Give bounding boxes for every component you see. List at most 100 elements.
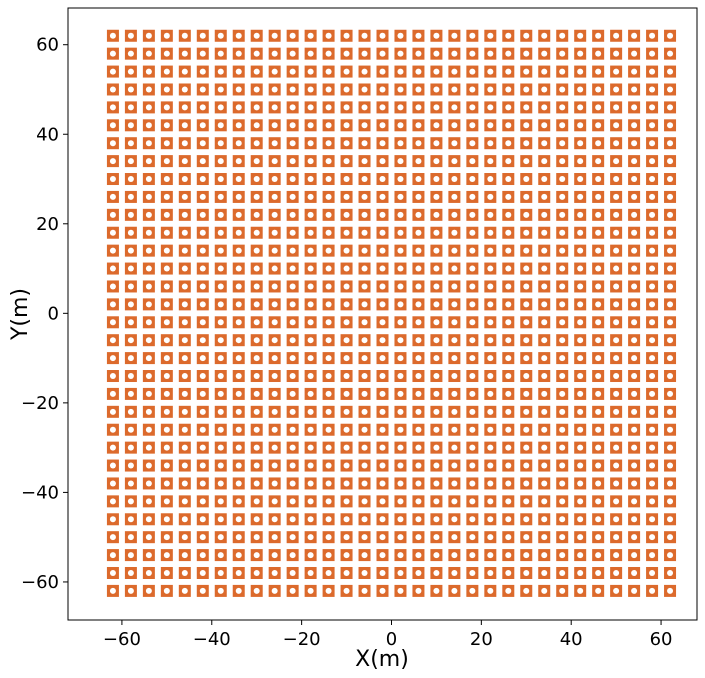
marker-center	[433, 104, 440, 111]
marker-center	[289, 247, 296, 254]
marker-center	[127, 32, 134, 39]
marker-center	[523, 516, 530, 523]
marker-center	[559, 552, 566, 559]
marker-center	[163, 373, 170, 380]
marker-center	[487, 122, 494, 129]
marker-center	[415, 86, 422, 93]
marker-center	[559, 229, 566, 236]
marker-center	[469, 408, 476, 415]
marker-center	[235, 247, 242, 254]
marker-center	[199, 193, 206, 200]
marker-center	[379, 408, 386, 415]
y-tick-label: −60	[21, 572, 59, 593]
marker-center	[631, 498, 638, 505]
marker-center	[649, 86, 656, 93]
marker-center	[433, 158, 440, 165]
marker-center	[433, 587, 440, 594]
marker-center	[307, 86, 314, 93]
marker-center	[145, 337, 152, 344]
marker-center	[397, 229, 404, 236]
marker-center	[271, 247, 278, 254]
marker-center	[271, 140, 278, 147]
marker-center	[631, 247, 638, 254]
marker-center	[217, 86, 224, 93]
marker-center	[397, 498, 404, 505]
marker-center	[397, 462, 404, 469]
marker-center	[487, 355, 494, 362]
marker-center	[667, 140, 674, 147]
marker-center	[415, 462, 422, 469]
marker-center	[289, 176, 296, 183]
marker-center	[433, 569, 440, 576]
marker-center	[343, 32, 350, 39]
marker-center	[415, 50, 422, 57]
marker-center	[325, 32, 332, 39]
marker-center	[649, 283, 656, 290]
marker-center	[325, 265, 332, 272]
marker-center	[199, 552, 206, 559]
marker-center	[523, 104, 530, 111]
marker-center	[505, 408, 512, 415]
marker-center	[127, 534, 134, 541]
marker-center	[523, 247, 530, 254]
marker-center	[181, 373, 188, 380]
marker-center	[109, 516, 116, 523]
marker-center	[325, 426, 332, 433]
marker-center	[469, 158, 476, 165]
marker-center	[217, 587, 224, 594]
marker-center	[235, 390, 242, 397]
marker-center	[361, 408, 368, 415]
marker-center	[577, 104, 584, 111]
marker-center	[505, 373, 512, 380]
marker-center	[109, 68, 116, 75]
marker-center	[199, 534, 206, 541]
marker-center	[307, 283, 314, 290]
marker-center	[379, 68, 386, 75]
marker-center	[325, 444, 332, 451]
marker-center	[577, 158, 584, 165]
marker-center	[343, 426, 350, 433]
marker-center	[307, 355, 314, 362]
marker-center	[667, 480, 674, 487]
marker-center	[505, 301, 512, 308]
marker-center	[649, 462, 656, 469]
marker-center	[397, 373, 404, 380]
marker-center	[631, 552, 638, 559]
marker-center	[145, 569, 152, 576]
marker-center	[397, 516, 404, 523]
marker-center	[541, 50, 548, 57]
marker-center	[559, 408, 566, 415]
marker-center	[343, 86, 350, 93]
marker-center	[217, 444, 224, 451]
marker-center	[325, 104, 332, 111]
marker-center	[613, 355, 620, 362]
marker-center	[379, 176, 386, 183]
marker-center	[559, 426, 566, 433]
marker-center	[487, 480, 494, 487]
marker-center	[235, 516, 242, 523]
marker-center	[379, 480, 386, 487]
marker-center	[577, 569, 584, 576]
marker-center	[649, 444, 656, 451]
marker-center	[433, 68, 440, 75]
marker-center	[289, 534, 296, 541]
marker-center	[631, 122, 638, 129]
marker-center	[343, 408, 350, 415]
marker-center	[523, 265, 530, 272]
marker-center	[289, 265, 296, 272]
marker-center	[271, 104, 278, 111]
marker-center	[145, 426, 152, 433]
marker-center	[361, 283, 368, 290]
marker-center	[397, 193, 404, 200]
marker-center	[613, 193, 620, 200]
marker-center	[109, 587, 116, 594]
marker-center	[649, 140, 656, 147]
marker-center	[613, 211, 620, 218]
marker-center	[415, 408, 422, 415]
marker-center	[451, 444, 458, 451]
marker-center	[307, 569, 314, 576]
marker-center	[199, 176, 206, 183]
marker-center	[127, 301, 134, 308]
marker-center	[469, 86, 476, 93]
marker-center	[667, 176, 674, 183]
